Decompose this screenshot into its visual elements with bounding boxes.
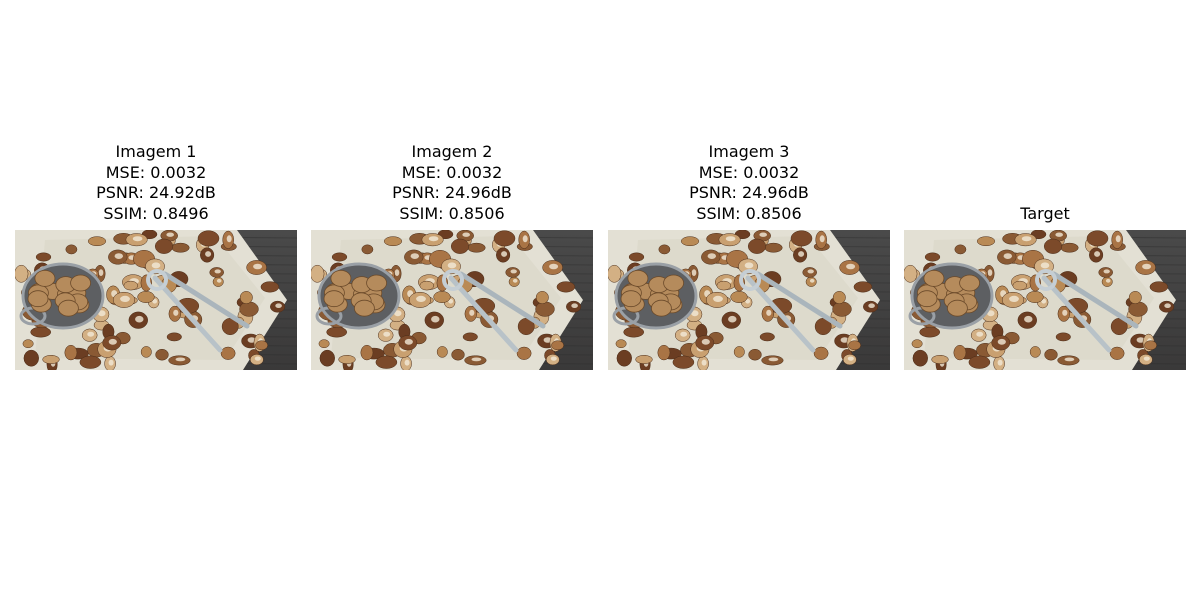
panel-caption: Imagem 2 MSE: 0.0032 PSNR: 24.96dB SSIM:… xyxy=(311,142,593,225)
panel-target: Target xyxy=(904,142,1186,370)
caption-mse: MSE: 0.0032 xyxy=(105,162,207,182)
caption-mse: MSE: 0.0032 xyxy=(698,162,800,182)
panel-caption: Imagem 1 MSE: 0.0032 PSNR: 24.92dB SSIM:… xyxy=(15,142,297,225)
caption-title: Target xyxy=(1020,204,1070,224)
nuts-photo xyxy=(311,230,593,370)
panel-imagem-1: Imagem 1 MSE: 0.0032 PSNR: 24.92dB SSIM:… xyxy=(15,142,297,370)
caption-mse: MSE: 0.0032 xyxy=(401,162,503,182)
panel-imagem-3: Imagem 3 MSE: 0.0032 PSNR: 24.96dB SSIM:… xyxy=(608,142,890,370)
caption-ssim: SSIM: 0.8506 xyxy=(399,204,505,224)
caption-psnr: PSNR: 24.96dB xyxy=(392,183,512,203)
panel-imagem-2: Imagem 2 MSE: 0.0032 PSNR: 24.96dB SSIM:… xyxy=(311,142,593,370)
caption-ssim: SSIM: 0.8496 xyxy=(103,204,209,224)
panel-caption: Imagem 3 MSE: 0.0032 PSNR: 24.96dB SSIM:… xyxy=(608,142,890,225)
caption-title: Imagem 1 xyxy=(115,141,197,161)
nuts-photo xyxy=(608,230,890,370)
caption-psnr: PSNR: 24.92dB xyxy=(96,183,216,203)
caption-ssim: SSIM: 0.8506 xyxy=(696,204,802,224)
caption-title: Imagem 3 xyxy=(708,141,790,161)
caption-title: Imagem 2 xyxy=(411,141,493,161)
nuts-photo xyxy=(15,230,297,370)
caption-psnr: PSNR: 24.96dB xyxy=(689,183,809,203)
panel-caption: Target xyxy=(904,204,1186,225)
nuts-photo xyxy=(904,230,1186,370)
